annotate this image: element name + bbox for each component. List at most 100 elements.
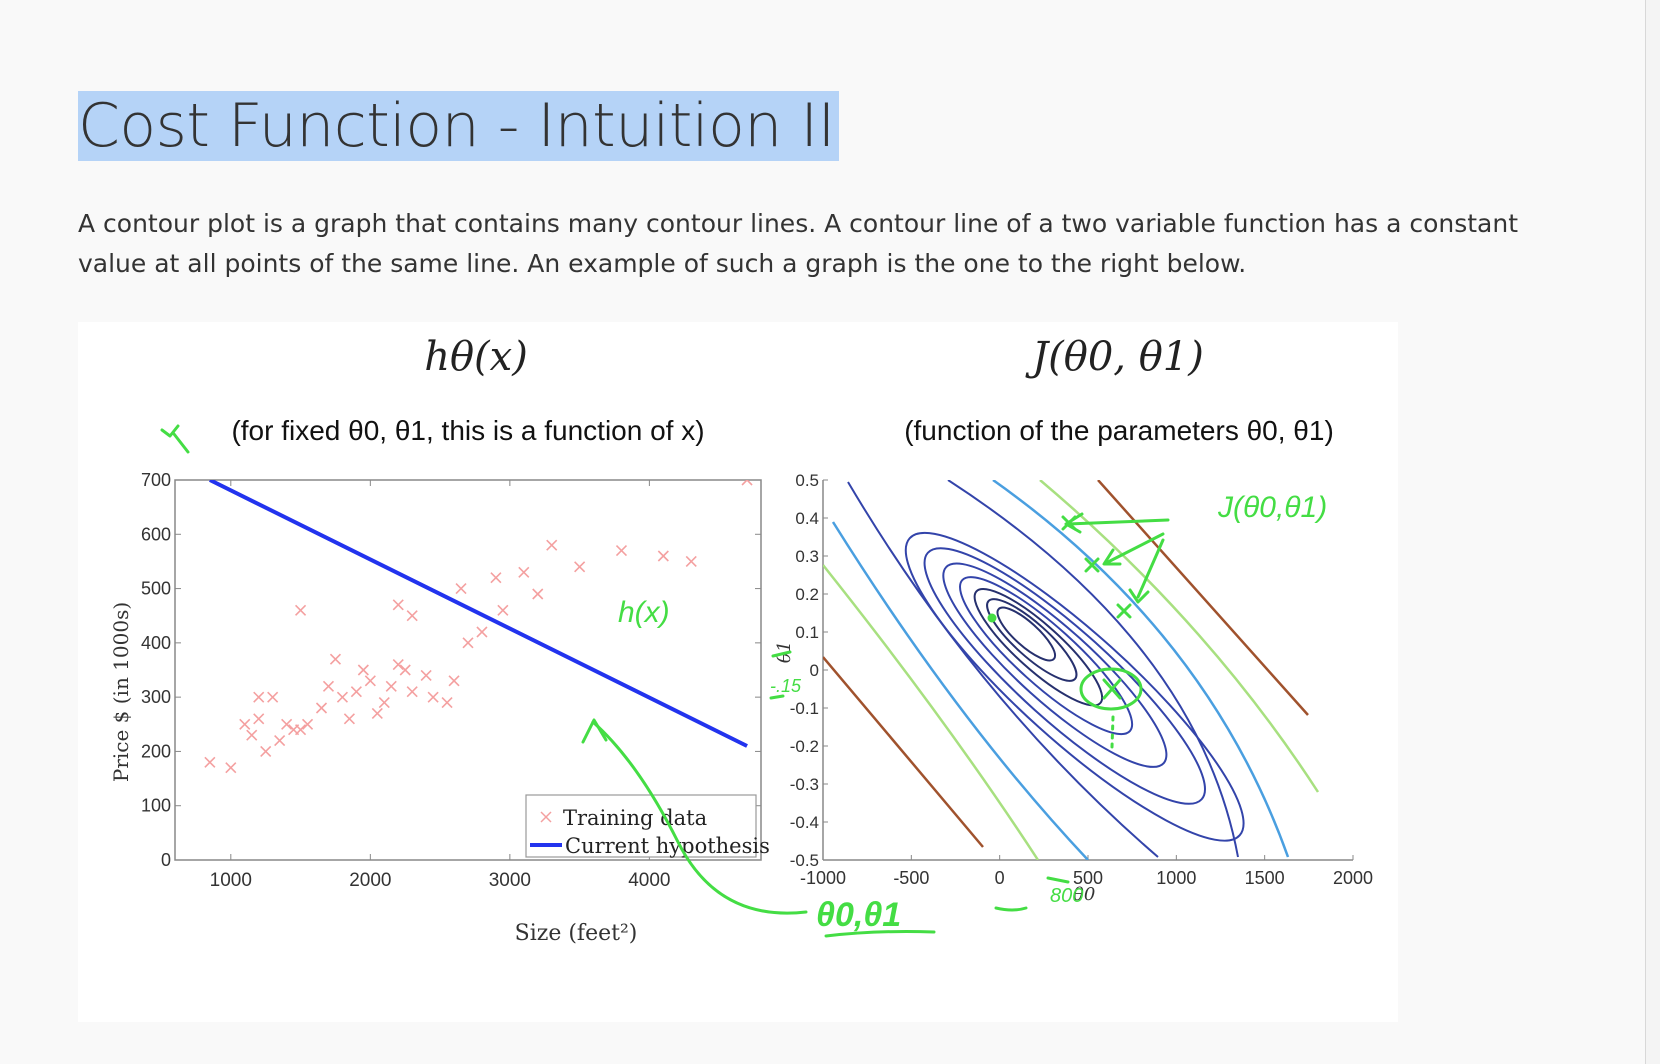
y-tick-label: 200 bbox=[141, 741, 171, 761]
training-point bbox=[378, 697, 390, 709]
training-point bbox=[490, 572, 502, 584]
annotation-theta: θ0,θ1 bbox=[816, 896, 901, 934]
contour-ellipse bbox=[959, 576, 1134, 736]
contour-x-tick-label: 2000 bbox=[1333, 868, 1373, 888]
training-point bbox=[392, 659, 404, 671]
annotation-theta0-underline bbox=[994, 906, 1028, 912]
training-points bbox=[204, 480, 753, 774]
annotation-minimum-dot bbox=[987, 613, 997, 623]
annotation-arrow-j3 bbox=[1136, 538, 1165, 599]
training-point bbox=[532, 588, 544, 600]
training-point bbox=[246, 729, 258, 741]
training-point bbox=[427, 691, 439, 703]
annotation-minus-tick bbox=[769, 694, 785, 700]
legend-training-marker bbox=[540, 811, 552, 823]
training-point bbox=[253, 691, 265, 703]
contour-ellipse bbox=[996, 606, 1057, 662]
contour-ellipses bbox=[904, 531, 1245, 842]
annotation-arrowhead-j3 bbox=[1128, 588, 1150, 604]
page-title: Cost Function - Intuition II bbox=[78, 86, 839, 166]
contour-mid-left bbox=[823, 564, 1040, 860]
annotation-800: 800 bbox=[1050, 885, 1083, 907]
hypothesis-line bbox=[208, 480, 748, 748]
contour-x-tick-label: 500 bbox=[1073, 868, 1103, 888]
training-point bbox=[336, 691, 348, 703]
left-subtitle: (for fixed θ0, θ1, this is a function of… bbox=[231, 415, 704, 446]
training-point bbox=[441, 697, 453, 709]
contour-x-tick-label: -500 bbox=[893, 868, 929, 888]
training-point bbox=[350, 686, 362, 698]
training-point bbox=[518, 566, 530, 578]
contour-y-tick-label: 0.2 bbox=[795, 585, 819, 604]
contour-y-tick-label: 0.4 bbox=[795, 509, 819, 528]
contour-y-tick-label: 0.3 bbox=[795, 547, 819, 566]
contour-blue-left bbox=[831, 521, 1089, 860]
contour-x-tick-label: -1000 bbox=[800, 868, 846, 888]
annotation-800-mark bbox=[1046, 876, 1070, 884]
training-point bbox=[546, 539, 558, 551]
x-tick-label: 1000 bbox=[210, 870, 252, 891]
contour-y-tick-label: -0.2 bbox=[790, 737, 819, 756]
annotation-hx: h(x) bbox=[618, 596, 670, 629]
x-tick-label: 2000 bbox=[349, 870, 391, 891]
scrollbar-track[interactable] bbox=[1645, 0, 1660, 1064]
left-ylabel: Price $ (in 1000s) bbox=[109, 602, 133, 782]
left-plot: 1000 2000 3000 4000 0 100 200 300 400 500 600 700 S… bbox=[109, 470, 770, 946]
right-ticks: -1000 -500 0 500 1000 1500 2000 -0.5 -0.4 -0.3 -0.… bbox=[790, 471, 1373, 888]
training-point bbox=[295, 724, 307, 736]
contour-x-tick-label: 1500 bbox=[1245, 868, 1285, 888]
left-heading: hθ(x) bbox=[424, 334, 528, 380]
training-point bbox=[476, 626, 488, 638]
y-tick-label: 0 bbox=[161, 850, 171, 870]
contour-lines bbox=[823, 480, 1320, 860]
right-heading: J(θ0, θ1) bbox=[1025, 334, 1204, 380]
x-tick-label: 4000 bbox=[628, 870, 670, 891]
contour-ellipse bbox=[973, 587, 1104, 707]
training-point bbox=[274, 735, 286, 747]
training-point bbox=[406, 610, 418, 622]
training-point bbox=[204, 756, 216, 768]
y-tick-label: 100 bbox=[141, 796, 171, 816]
contour-ellipse bbox=[986, 598, 1078, 682]
annotation-j: J(θ0,θ1) bbox=[1217, 491, 1327, 524]
training-point bbox=[657, 550, 669, 562]
figure: hθ(x) (for fixed θ0, θ1, this is a funct… bbox=[78, 322, 1398, 1022]
annotation-cross-1 bbox=[1061, 515, 1077, 531]
annotation-theta1-mark bbox=[771, 650, 792, 658]
contour-ellipse bbox=[923, 547, 1206, 805]
contour-outer-left bbox=[823, 656, 984, 848]
figure-svg: hθ(x) (for fixed θ0, θ1, this is a funct… bbox=[109, 334, 1373, 946]
training-point bbox=[281, 718, 293, 730]
legend-hypothesis-label: Current hypothesis bbox=[565, 834, 770, 858]
contour-ellipse bbox=[942, 562, 1168, 768]
contour-blue-right bbox=[992, 480, 1290, 858]
training-point bbox=[357, 664, 369, 676]
training-point bbox=[392, 599, 404, 611]
annotation-tick-mark bbox=[160, 424, 190, 454]
annotation-texts: h(x) J(θ0,θ1) θ0,θ1 -.15 800 bbox=[618, 491, 1327, 934]
contour-inner-open-right bbox=[947, 480, 1239, 858]
y-tick-label: 500 bbox=[141, 579, 171, 599]
contour-x-tick-label: 1000 bbox=[1156, 868, 1196, 888]
left-ticks: 1000 2000 3000 4000 0 100 200 300 400 500 600 700 bbox=[141, 470, 761, 891]
y-tick-label: 600 bbox=[141, 524, 171, 544]
training-point bbox=[406, 686, 418, 698]
contour-y-tick-label: -0.3 bbox=[790, 775, 819, 794]
training-point bbox=[455, 583, 467, 595]
training-point bbox=[497, 604, 509, 616]
training-point bbox=[260, 745, 272, 757]
annotation-arrow-j1 bbox=[1066, 518, 1170, 526]
training-point bbox=[615, 545, 628, 557]
legend-box bbox=[525, 794, 757, 858]
left-plot-frame bbox=[174, 479, 762, 861]
contour-y-tick-label: -0.4 bbox=[790, 813, 819, 832]
training-point bbox=[239, 718, 251, 730]
training-point bbox=[329, 653, 342, 665]
y-tick-label: 700 bbox=[141, 470, 171, 490]
contour-outer-right bbox=[1097, 480, 1309, 716]
training-point bbox=[343, 713, 355, 725]
annotation-cross-2 bbox=[1084, 557, 1100, 573]
training-point bbox=[301, 718, 314, 730]
contour-mid-right bbox=[1039, 480, 1320, 793]
training-point bbox=[315, 702, 328, 714]
